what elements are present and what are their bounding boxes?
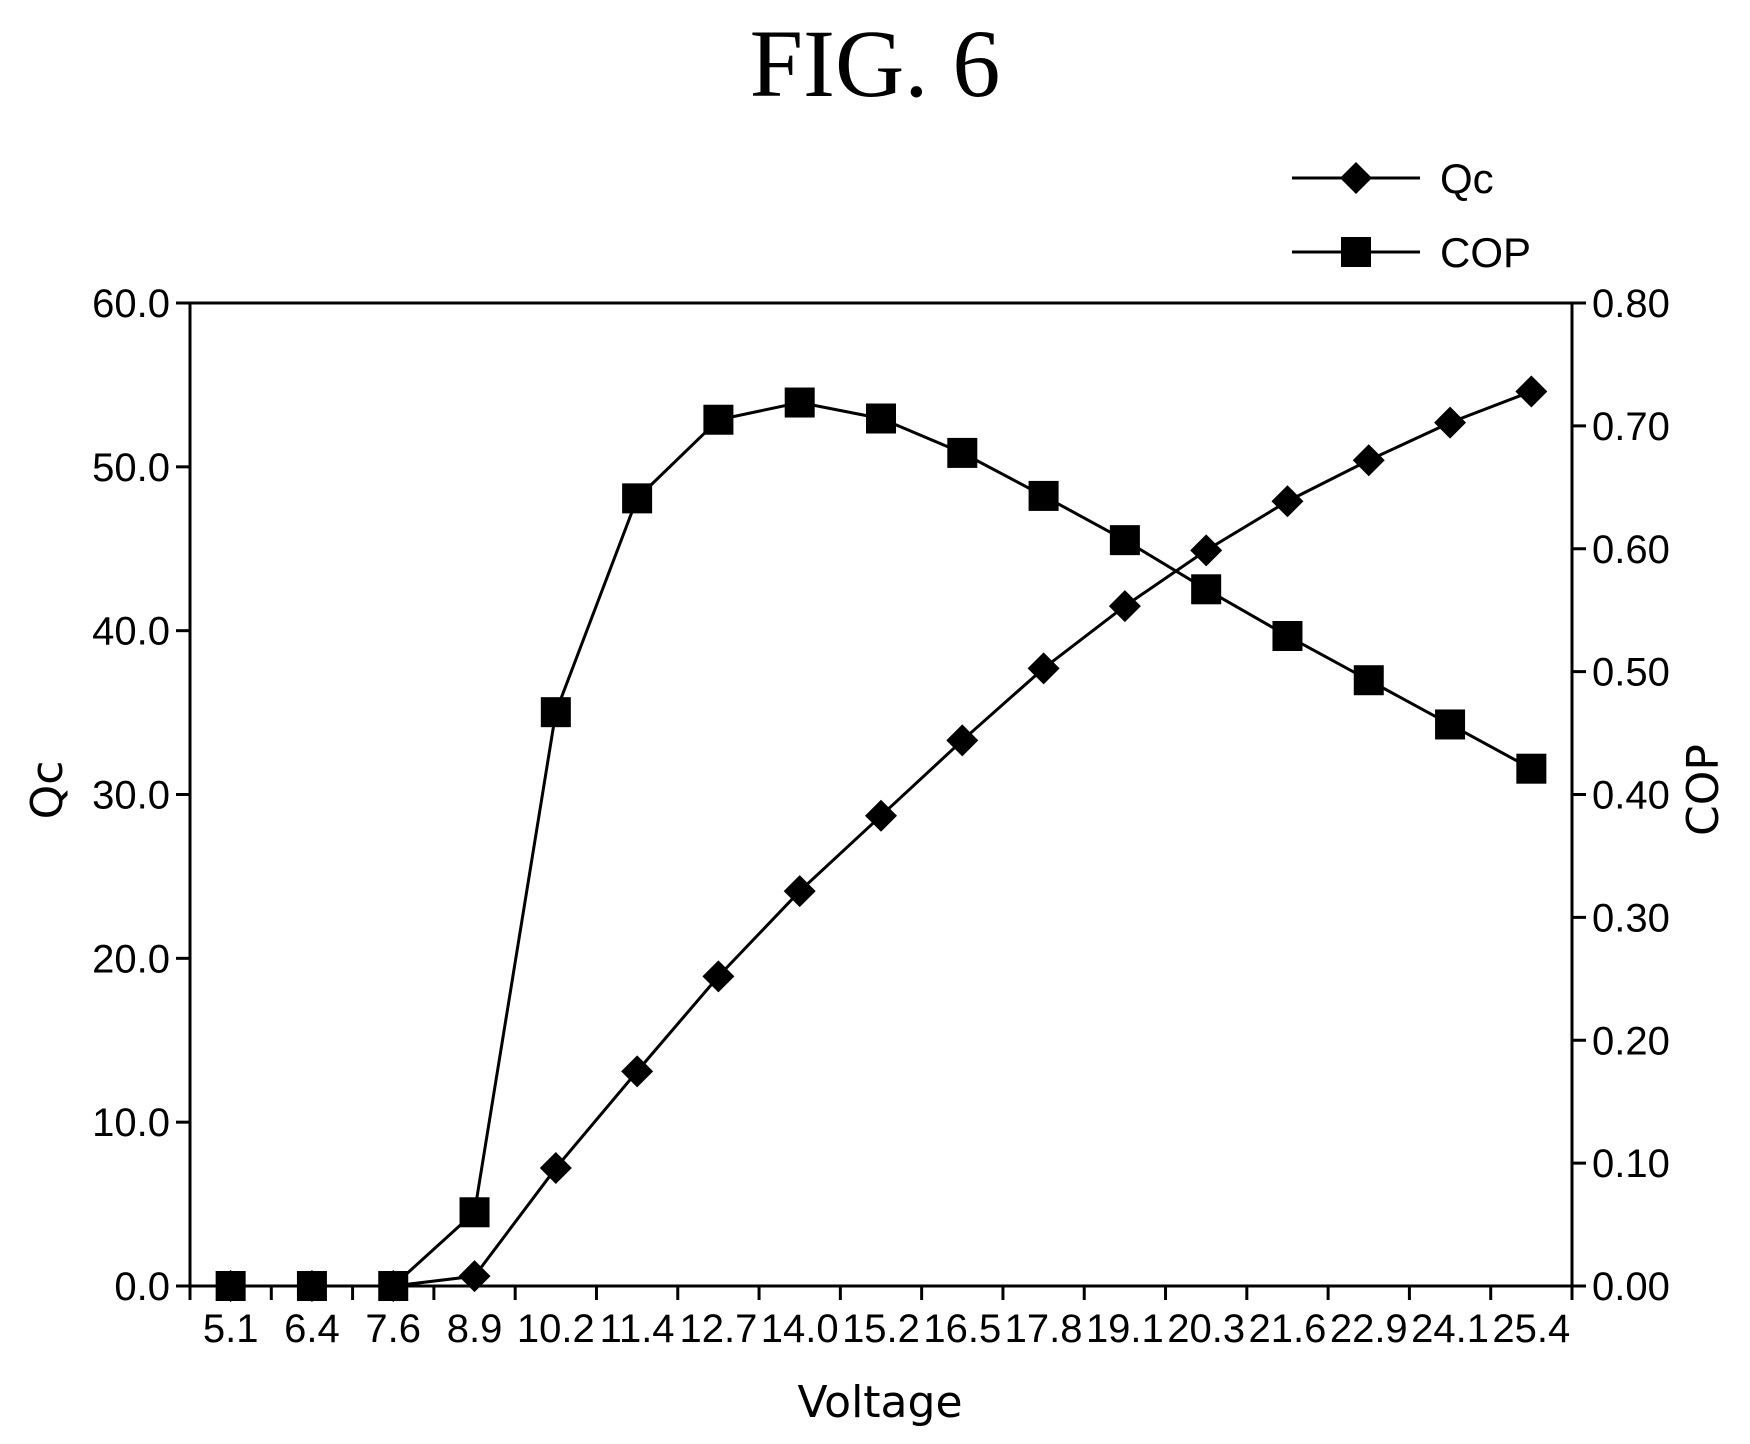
y-right-tick-label: 0.20	[1592, 1019, 1670, 1063]
x-axis-title: Voltage	[797, 1377, 962, 1428]
data-point-cop	[1028, 480, 1059, 511]
data-point-qc	[1515, 375, 1548, 408]
series-cop	[215, 387, 1547, 1301]
data-point-cop	[459, 1197, 490, 1228]
y-left-tick-label: 60.0	[92, 282, 170, 326]
figure-title: FIG. 6	[749, 10, 1001, 117]
data-point-cop	[947, 437, 978, 468]
x-tick-label: 5.1	[203, 1307, 259, 1351]
x-tick-label: 12.7	[679, 1307, 757, 1351]
data-point-cop	[540, 697, 571, 728]
data-point-cop	[1516, 753, 1547, 784]
data-point-cop	[703, 404, 734, 435]
x-tick-label: 6.4	[284, 1307, 340, 1351]
y-left-tick-label: 30.0	[92, 774, 170, 818]
x-tick-label: 14.0	[761, 1307, 839, 1351]
data-point-cop	[215, 1271, 246, 1301]
legend-marker	[1341, 237, 1371, 267]
x-tick-label: 15.2	[842, 1307, 920, 1351]
y-right-tick-label: 0.40	[1592, 774, 1670, 818]
data-point-cop	[1353, 665, 1384, 696]
data-point-cop	[784, 387, 815, 418]
x-tick-label: 20.3	[1167, 1307, 1245, 1351]
data-point-qc	[1190, 534, 1223, 567]
y-left-tick-label: 10.0	[92, 1101, 170, 1145]
series-qc	[214, 375, 1548, 1302]
series-layer	[214, 375, 1548, 1302]
x-tick-label: 25.4	[1492, 1307, 1570, 1351]
x-tick-label: 10.2	[517, 1307, 595, 1351]
series-line-qc	[230, 390, 1532, 1288]
series-line-cop	[230, 400, 1533, 1288]
x-tick-label: 21.6	[1249, 1307, 1327, 1351]
x-tick-label: 8.9	[447, 1307, 503, 1351]
data-point-cop	[866, 403, 896, 434]
y-left-tick-label: 50.0	[92, 446, 170, 490]
legend-marker	[1340, 162, 1372, 194]
x-tick-label: 24.1	[1411, 1307, 1489, 1351]
y-axis-right-title: COP	[1678, 744, 1729, 836]
y-right-tick-label: 0.00	[1592, 1265, 1670, 1309]
y-right-tick-label: 0.10	[1592, 1142, 1670, 1186]
data-point-qc	[1027, 652, 1060, 685]
legend: Qc COP	[1292, 155, 1531, 276]
data-point-cop	[1272, 620, 1303, 651]
x-tick-label: 11.4	[600, 1307, 675, 1351]
y-right-tick-label: 0.30	[1592, 896, 1670, 940]
y-axis-left-title: Qc	[22, 761, 73, 820]
data-point-cop	[1109, 525, 1140, 556]
x-tick-label: 22.9	[1330, 1307, 1408, 1351]
data-point-qc	[621, 1055, 654, 1088]
legend-item-qc: Qc	[1292, 155, 1494, 202]
y-right-tick-label: 0.70	[1592, 405, 1670, 449]
legend-item-cop: COP	[1292, 229, 1531, 276]
data-point-cop	[622, 483, 653, 514]
data-point-qc	[539, 1152, 572, 1185]
data-point-qc	[458, 1260, 491, 1293]
x-tick-label: 16.5	[923, 1307, 1001, 1351]
data-point-qc	[946, 724, 979, 757]
legend-label: Qc	[1440, 155, 1494, 202]
data-point-qc	[1434, 406, 1467, 439]
y-left-tick-label: 40.0	[92, 610, 170, 654]
y-right-tick-label: 0.80	[1592, 282, 1670, 326]
y-left-tick-label: 20.0	[92, 937, 170, 981]
data-point-qc	[865, 799, 897, 832]
data-point-qc	[1271, 485, 1304, 518]
data-point-cop	[378, 1271, 409, 1301]
x-tick-label: 7.6	[365, 1307, 421, 1351]
data-point-cop	[296, 1271, 327, 1301]
data-point-qc	[702, 960, 735, 993]
legend-label: COP	[1440, 229, 1531, 276]
axis-ticks: 0.0 10.0 20.0 30.0 40.0 50.0 60.0 0.00 0.10 0.20 0…	[92, 282, 1670, 1351]
x-tick-label: 17.8	[1005, 1307, 1083, 1351]
data-point-qc	[1352, 444, 1385, 477]
data-point-cop	[1191, 574, 1222, 605]
data-point-cop	[1435, 709, 1466, 740]
data-point-qc	[1108, 590, 1141, 623]
y-right-tick-label: 0.60	[1592, 528, 1670, 572]
data-point-qc	[783, 875, 816, 908]
x-tick-label: 19.1	[1086, 1307, 1164, 1351]
y-left-tick-label: 0.0	[114, 1265, 170, 1309]
y-right-tick-label: 0.50	[1592, 651, 1670, 695]
